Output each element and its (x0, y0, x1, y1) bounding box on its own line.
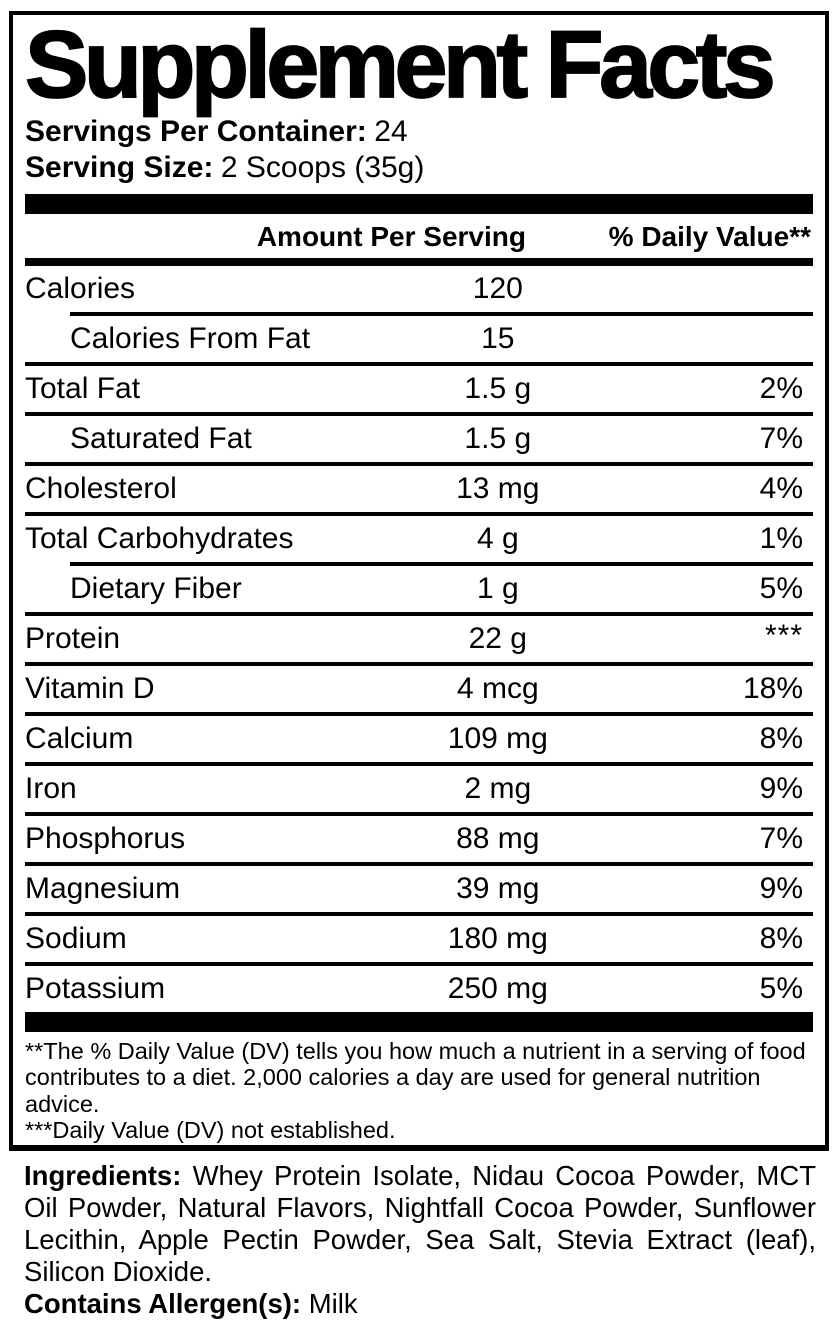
nutrient-dv: 7% (759, 821, 803, 855)
serving-size-line: Serving Size: 2 Scoops (35g) (25, 150, 813, 186)
ingredients-section: Ingredients: Whey Protein Isolate, Nidau… (24, 1160, 816, 1320)
table-row-protein: Protein 22 g *** (25, 616, 813, 662)
nutrient-name: Saturated Fat (70, 421, 252, 455)
nutrient-name: Sodium (25, 921, 127, 955)
header-underline (25, 257, 813, 266)
table-row-calcium: Calcium 109 mg 8% (25, 716, 813, 762)
nutrient-amount: 39 mg (456, 871, 540, 905)
table-row-phosphorus: Phosphorus 88 mg 7% (25, 816, 813, 862)
table-row-total-carbohydrates: Total Carbohydrates 4 g 1% (25, 516, 813, 562)
nutrient-name: Calcium (25, 721, 134, 755)
table-row-cholesterol: Cholesterol 13 mg 4% (25, 466, 813, 512)
nutrient-amount: 88 mg (456, 821, 540, 855)
row-separator (25, 611, 813, 616)
nutrient-amount: 15 (481, 321, 515, 355)
daily-value-header: % Daily Value** (608, 220, 811, 252)
allergen-value: Milk (308, 1288, 358, 1319)
nutrient-amount: 2 mg (464, 771, 532, 805)
row-separator (25, 511, 813, 516)
nutrient-dv: 7% (759, 421, 803, 455)
nutrient-name: Total Carbohydrates (25, 521, 294, 555)
row-separator (25, 661, 813, 666)
table-row-sodium: Sodium 180 mg 8% (25, 916, 813, 962)
row-separator (25, 361, 813, 366)
servings-per-container-line: Servings Per Container: 24 (25, 114, 813, 150)
table-row-calories-from-fat: Calories From Fat 15 (25, 316, 813, 362)
nutrient-dv: 9% (759, 771, 803, 805)
separator-bar-top (25, 193, 813, 214)
nutrient-dv: 8% (759, 921, 803, 955)
daily-value-footnote: **The % Daily Value (DV) tells you how m… (25, 1037, 806, 1117)
supplement-facts-panel: Supplement Facts Servings Per Container:… (9, 11, 829, 1151)
separator-bar-bottom (25, 1011, 813, 1032)
table-row-total-fat: Total Fat 1.5 g 2% (25, 366, 813, 412)
nutrient-name: Calories (25, 271, 136, 305)
ingredients-label: Ingredients: (24, 1160, 182, 1191)
nutrient-dv: 5% (759, 571, 803, 605)
nutrient-amount: 13 mg (456, 471, 540, 505)
table-row-magnesium: Magnesium 39 mg 9% (25, 866, 813, 912)
nutrient-amount: 4 g (476, 521, 519, 555)
nutrient-name: Protein (25, 621, 121, 655)
table-row-calories: Calories 120 (25, 266, 813, 312)
row-separator (25, 411, 813, 416)
table-header-row: Amount Per Serving % Daily Value** (25, 214, 813, 258)
nutrient-amount: 4 mcg (456, 671, 539, 705)
nutrient-dv: 2% (759, 371, 803, 405)
nutrient-amount: 250 mg (447, 971, 548, 1005)
ingredients-paragraph: Ingredients: Whey Protein Isolate, Nidau… (24, 1160, 816, 1288)
nutrient-name: Total Fat (25, 371, 141, 405)
nutrient-name: Iron (25, 771, 77, 805)
nutrient-amount: 1 g (476, 571, 519, 605)
nutrient-amount: 1.5 g (464, 371, 532, 405)
serving-size-label: Serving Size: (25, 150, 214, 184)
allergen-line: Contains Allergen(s): Milk (24, 1288, 816, 1320)
row-separator (25, 911, 813, 916)
nutrient-name: Phosphorus (25, 821, 186, 855)
not-established-footnote: ***Daily Value (DV) not established. (25, 1117, 396, 1144)
nutrient-dv: 1% (759, 521, 803, 555)
nutrient-dv: 8% (759, 721, 803, 755)
nutrient-dv: 9% (759, 871, 803, 905)
row-separator (25, 461, 813, 466)
panel-title: Supplement Facts (24, 12, 777, 118)
nutrient-dv: 4% (759, 471, 803, 505)
table-row-potassium: Potassium 250 mg 5% (25, 966, 813, 1012)
nutrient-name: Magnesium (25, 871, 181, 905)
nutrient-dv: 18% (742, 671, 803, 705)
table-row-saturated-fat: Saturated Fat 1.5 g 7% (25, 416, 813, 462)
row-separator (70, 311, 813, 316)
servings-per-container-value: 24 (374, 114, 408, 148)
servings-per-container-label: Servings Per Container: (25, 114, 367, 148)
amount-per-serving-header: Amount Per Serving (256, 220, 526, 252)
table-row-vitamin-d: Vitamin D 4 mcg 18% (25, 666, 813, 712)
table-row-dietary-fiber: Dietary Fiber 1 g 5% (25, 566, 813, 612)
nutrient-amount: 109 mg (447, 721, 548, 755)
row-separator (25, 761, 813, 766)
nutrient-amount: 180 mg (447, 921, 548, 955)
row-separator (25, 961, 813, 966)
footnotes: **The % Daily Value (DV) tells you how m… (25, 1032, 813, 1144)
nutrient-name: Vitamin D (25, 671, 155, 705)
nutrient-name: Dietary Fiber (70, 571, 242, 605)
nutrient-amount: 1.5 g (464, 421, 532, 455)
serving-size-value: 2 Scoops (35g) (220, 150, 425, 184)
nutrient-name: Cholesterol (25, 471, 177, 505)
nutrient-amount: 120 (472, 271, 523, 305)
row-separator (70, 561, 813, 566)
table-row-iron: Iron 2 mg 9% (25, 766, 813, 812)
row-separator (25, 811, 813, 816)
nutrient-dv: 5% (759, 971, 803, 1005)
nutrient-dv: *** (764, 618, 803, 652)
row-separator (25, 861, 813, 866)
allergen-label: Contains Allergen(s): (24, 1288, 302, 1319)
ingredients-text: Whey Protein Isolate, Nidau Cocoa Powder… (24, 1160, 816, 1287)
nutrient-name: Calories From Fat (70, 321, 311, 355)
nutrient-amount: 22 g (468, 621, 527, 655)
nutrient-name: Potassium (25, 971, 166, 1005)
row-separator (25, 711, 813, 716)
